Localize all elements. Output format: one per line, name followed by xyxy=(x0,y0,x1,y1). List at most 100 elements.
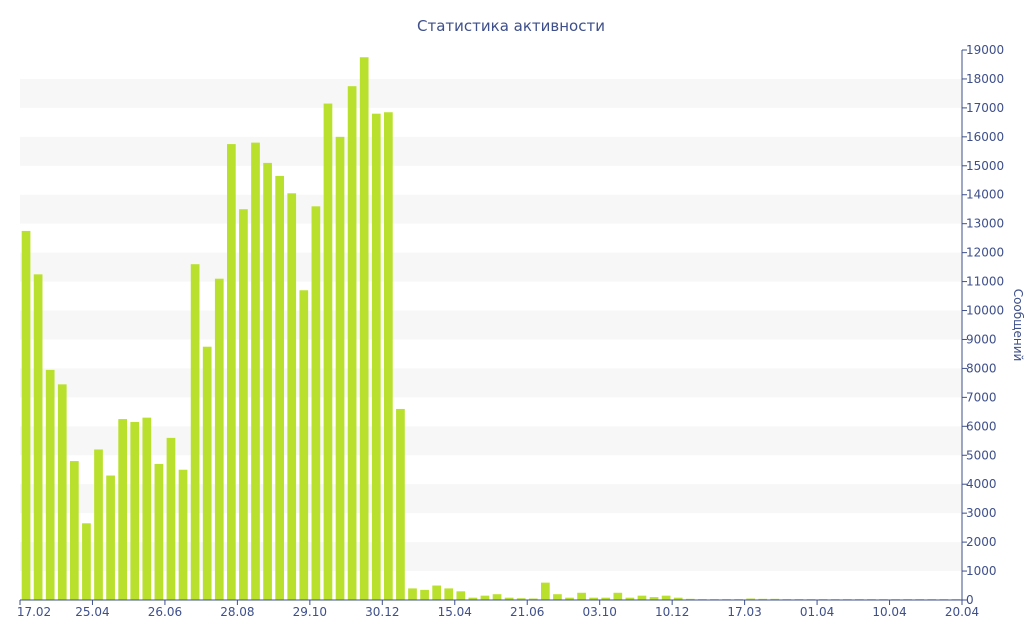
bar[interactable] xyxy=(553,594,562,600)
grid-band xyxy=(20,194,962,224)
bar[interactable] xyxy=(45,369,55,600)
bar[interactable] xyxy=(444,588,454,600)
bar[interactable] xyxy=(432,585,442,600)
bar[interactable] xyxy=(516,598,526,600)
x-tick-label: 10.04 xyxy=(872,605,906,619)
y-axis-ticks: 0 1000 2000 3000 4000 5000 6000 7000 8000 9000 100… xyxy=(962,43,1004,607)
bar[interactable] xyxy=(94,449,103,600)
bar[interactable] xyxy=(166,437,176,600)
bar[interactable] xyxy=(263,162,272,600)
bar[interactable] xyxy=(420,589,429,600)
axes xyxy=(20,50,963,601)
bar[interactable] xyxy=(239,209,248,600)
bar[interactable] xyxy=(359,57,369,601)
bar[interactable] xyxy=(347,86,357,601)
chart-title: Статистика активности xyxy=(417,17,605,35)
x-tick-label: 29.10 xyxy=(293,605,327,619)
x-tick-label: 10.12 xyxy=(655,605,689,619)
y-tick-label: 13000 xyxy=(966,217,1004,231)
bar[interactable] xyxy=(613,592,623,600)
bar[interactable] xyxy=(601,597,611,600)
x-tick-label: 28.08 xyxy=(220,605,254,619)
bar[interactable] xyxy=(492,594,502,600)
bar[interactable] xyxy=(456,591,466,600)
bar[interactable] xyxy=(57,384,67,600)
y-tick-label: 10000 xyxy=(966,304,1004,318)
bar[interactable] xyxy=(528,598,538,600)
x-tick-label: 26.06 xyxy=(148,605,182,619)
y-tick-label: 11000 xyxy=(966,275,1004,289)
bar[interactable] xyxy=(637,595,647,600)
grid-band xyxy=(20,136,962,166)
y-tick-label: 15000 xyxy=(966,159,1004,173)
bar[interactable] xyxy=(758,598,768,600)
bar[interactable] xyxy=(178,469,188,600)
bar[interactable] xyxy=(251,142,260,600)
bar[interactable] xyxy=(311,206,321,600)
bar[interactable] xyxy=(214,278,224,600)
y-tick-label: 1000 xyxy=(966,564,997,578)
bar[interactable] xyxy=(190,264,200,600)
bar[interactable] xyxy=(275,175,285,601)
bar[interactable] xyxy=(202,346,212,600)
y-tick-label: 8000 xyxy=(966,361,997,375)
bar[interactable] xyxy=(106,475,115,600)
bar[interactable] xyxy=(625,597,635,600)
grid-band xyxy=(20,426,962,456)
bar[interactable] xyxy=(82,523,91,600)
bar[interactable] xyxy=(685,598,695,600)
bar[interactable] xyxy=(287,193,297,601)
bar[interactable] xyxy=(371,113,381,601)
y-tick-label: 18000 xyxy=(966,72,1004,86)
bar[interactable] xyxy=(33,274,43,600)
y-tick-label: 7000 xyxy=(966,390,997,404)
bar[interactable] xyxy=(770,598,780,600)
bar[interactable] xyxy=(396,408,405,600)
bar[interactable] xyxy=(673,597,683,600)
bar[interactable] xyxy=(408,588,417,600)
x-tick-label: 30.12 xyxy=(365,605,399,619)
y-tick-label: 17000 xyxy=(966,101,1004,115)
y-tick-label: 19000 xyxy=(966,43,1004,57)
y-tick-label: 6000 xyxy=(966,419,997,433)
bar[interactable] xyxy=(118,419,128,600)
grid-band xyxy=(20,252,962,282)
bar[interactable] xyxy=(541,582,550,600)
grid-bands xyxy=(20,78,962,572)
bar[interactable] xyxy=(142,417,152,600)
bar[interactable] xyxy=(504,597,514,600)
bar[interactable] xyxy=(227,144,236,600)
y-tick-label: 16000 xyxy=(966,130,1004,144)
y-tick-label: 12000 xyxy=(966,246,1004,260)
bar[interactable] xyxy=(480,595,490,600)
bar[interactable] xyxy=(577,592,586,600)
y-tick-label: 2000 xyxy=(966,535,997,549)
y-axis-label: Сообщений xyxy=(1011,289,1024,362)
y-tick-label: 3000 xyxy=(966,506,997,520)
bar[interactable] xyxy=(323,103,333,601)
bar[interactable] xyxy=(70,461,79,600)
x-tick-label: 17.02 xyxy=(17,605,51,619)
grid-band xyxy=(20,368,962,398)
x-tick-label: 03.10 xyxy=(583,605,617,619)
y-tick-label: 0 xyxy=(966,593,974,607)
bar[interactable] xyxy=(589,597,599,600)
bar[interactable] xyxy=(649,597,659,600)
x-tick-label: 20.04 xyxy=(945,605,979,619)
y-tick-label: 9000 xyxy=(966,332,997,346)
bar[interactable] xyxy=(21,230,31,601)
bar[interactable] xyxy=(661,595,671,600)
bar[interactable] xyxy=(154,463,164,600)
y-tick-label: 5000 xyxy=(966,448,997,462)
grid-band xyxy=(20,542,962,572)
bar[interactable] xyxy=(468,597,478,600)
bar[interactable] xyxy=(565,597,574,600)
bar[interactable] xyxy=(384,112,393,601)
bar[interactable] xyxy=(746,598,756,600)
bar[interactable] xyxy=(335,136,345,600)
x-axis-ticks: 17.02 25.04 26.06 28.08 29.10 30.12 15.04 21.06… xyxy=(17,600,979,619)
grid-band xyxy=(20,78,962,108)
bar[interactable] xyxy=(130,421,140,600)
bar[interactable] xyxy=(299,290,309,600)
